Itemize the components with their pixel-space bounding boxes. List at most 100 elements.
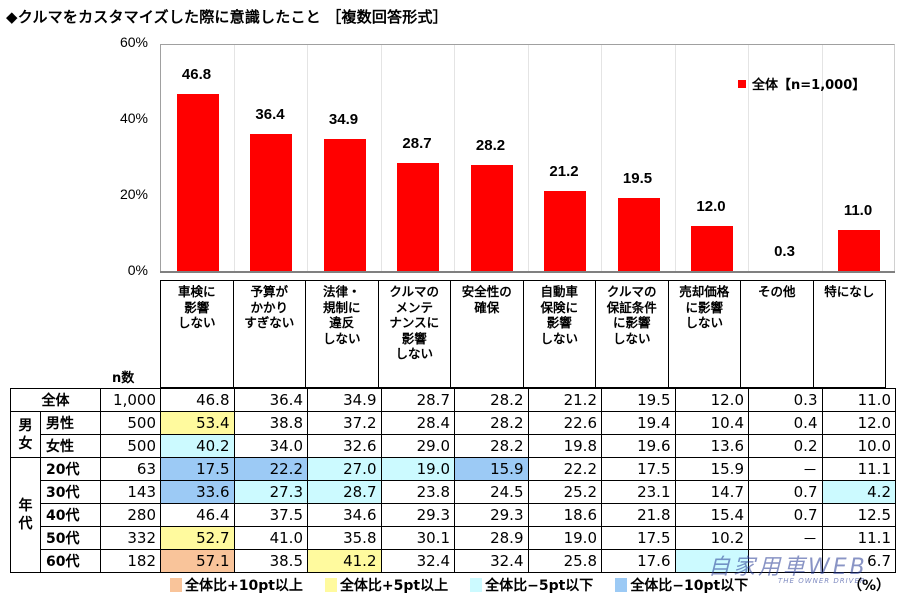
value-cell: 19.5 (601, 388, 676, 412)
value-cell: 40.2 (160, 434, 235, 458)
value-cell: 22.6 (527, 411, 602, 435)
n-count-cell: 332 (100, 526, 161, 550)
bar (691, 226, 734, 272)
vertical-gridline (527, 45, 529, 272)
key-label: 全体比+10pt以上 (185, 578, 303, 594)
value-cell: 52.7 (160, 526, 235, 550)
row-label: 全体 (10, 388, 101, 412)
value-cell: 19.0 (527, 526, 602, 550)
row-label: 男性 (40, 411, 101, 435)
category-header-cell: 特になし (812, 280, 886, 388)
value-cell: 36.4 (233, 388, 308, 412)
value-cell: 0.7 (748, 503, 823, 527)
value-cell: 57.1 (160, 549, 235, 573)
bar-value-label: 34.9 (328, 111, 359, 129)
value-cell: 10.0 (821, 434, 896, 458)
n-count-header: n数 (112, 371, 135, 386)
table-row: 年代 20代 63 17.5 22.2 27.0 19.0 15.9 22.2 17.5 15.9 －… (10, 457, 896, 573)
key-swatch (170, 578, 182, 592)
value-cell: 11.0 (821, 388, 896, 412)
value-cell: 28.7 (380, 388, 455, 412)
bar (544, 191, 587, 272)
watermark-subtext: THE OWNER DRIVER (778, 577, 866, 585)
unit-label: （%） (848, 578, 891, 594)
bar (617, 197, 660, 272)
bar (176, 94, 219, 272)
category-header-cell: クルマの 保証条件 に影響 しない (595, 280, 669, 388)
value-cell: 15.9 (674, 457, 749, 481)
value-cell: 34.0 (233, 434, 308, 458)
value-cell: 12.0 (674, 388, 749, 412)
vertical-gridline (601, 45, 602, 272)
table-row: 女性 500 40.2 34.0 32.6 29.0 28.2 19.8 19.6 13.6 0.2… (11, 434, 896, 458)
value-cell: － (748, 526, 823, 550)
value-cell: 38.5 (233, 549, 308, 573)
highlight-key: 全体比+10pt以上 (170, 575, 303, 595)
value-cell: 27.0 (307, 457, 382, 481)
plot-area (160, 44, 895, 272)
vertical-gridline (821, 45, 823, 272)
bar-value-label: 28.7 (402, 134, 432, 152)
value-cell: 32.4 (380, 549, 455, 573)
value-cell: 14.7 (674, 480, 749, 504)
table-row: 全体 1,000 46.8 36.4 34.9 28.7 28.2 21.2 19.5 12.0 0… (10, 388, 896, 412)
value-cell: 32.4 (454, 549, 529, 573)
table-row: 60代 182 57.1 38.5 41.2 32.4 32.4 25.8 17.6 6.7 (11, 549, 896, 573)
value-cell: 19.6 (601, 434, 676, 458)
vertical-gridline (307, 45, 308, 272)
value-cell: 32.6 (307, 434, 382, 458)
group-label: 年代 (10, 457, 41, 573)
value-cell: 46.8 (160, 388, 235, 412)
value-cell: 27.3 (233, 480, 308, 504)
row-label: 女性 (40, 434, 101, 458)
row-label: 20代 (40, 457, 101, 481)
key-label: 全体比−10pt以下 (630, 578, 749, 594)
category-header-cell: 車検に 影響 しない (160, 280, 234, 388)
value-cell: 10.4 (674, 411, 749, 435)
table-row: 50代 332 52.7 41.0 35.8 30.1 28.9 19.0 17.5 10.2 － 1… (11, 526, 896, 550)
value-cell: 19.0 (380, 457, 455, 481)
y-tick-0: 0% (127, 262, 148, 278)
chart-title: ◆クルマをカスタマイズした際に意識したこと ［複数回答形式］ (6, 8, 448, 26)
value-cell: － (748, 457, 823, 481)
y-tick-60: 60% (119, 34, 148, 50)
bar-value-label: 12.0 (696, 198, 726, 216)
y-tick-20: 20% (119, 186, 148, 202)
value-cell: 22.2 (527, 457, 602, 481)
bar-value-label: 0.3 (774, 242, 795, 260)
vertical-gridline (674, 45, 676, 272)
n-count-cell: 143 (100, 480, 161, 504)
value-cell: 28.4 (380, 411, 455, 435)
value-cell: 17.5 (601, 457, 676, 481)
category-header-cell: 安全性の 確保 (450, 280, 524, 388)
bar (250, 133, 293, 272)
legend-label: 全体【n=1,000】 (752, 78, 866, 93)
chart-legend: 全体【n=1,000】 (738, 74, 865, 93)
category-header-cell: クルマの メンテ ナンスに 影響 しない (377, 280, 451, 388)
vertical-gridline (380, 45, 382, 272)
value-cell: 30.1 (380, 526, 455, 550)
watermark-logo: 自家用車WEB THE OWNER DRIVER (708, 549, 868, 585)
category-header-cell: 自動車 保険に 影響 しない (522, 280, 596, 388)
value-cell: 29.3 (380, 503, 455, 527)
bar (470, 164, 513, 272)
bar-value-label: 21.2 (549, 163, 579, 181)
value-cell: 6.7 (821, 549, 896, 573)
category-header-cell: その他 (740, 280, 814, 388)
value-cell: 38.8 (233, 411, 308, 435)
value-cell: 28.2 (454, 411, 529, 435)
highlight-key: 全体比+5pt以上 (324, 575, 448, 595)
y-tick-40: 40% (119, 110, 148, 126)
legend-swatch (738, 79, 746, 88)
row-label: 50代 (40, 526, 101, 550)
category-header-row: 車検に 影響 しない 予算が かかり すぎない 法律・ 規制に 違反 しない クルマの メンテ ナンスに… (160, 280, 886, 388)
row-label: 40代 (40, 503, 101, 527)
value-cell: 41.2 (307, 549, 382, 573)
value-cell: 34.9 (307, 388, 382, 412)
value-cell: 28.9 (454, 526, 529, 550)
highlight-key-legend: 全体比+10pt以上 全体比+5pt以上 全体比−5pt以下 全体比−10pt以下 (170, 575, 770, 595)
value-cell: 17.5 (601, 526, 676, 550)
value-cell: 13.6 (674, 434, 749, 458)
bar-value-label: 19.5 (622, 169, 653, 187)
table-row: 40代 280 46.4 37.5 34.6 29.3 29.3 18.6 21.8 15.4 0.… (11, 503, 896, 527)
